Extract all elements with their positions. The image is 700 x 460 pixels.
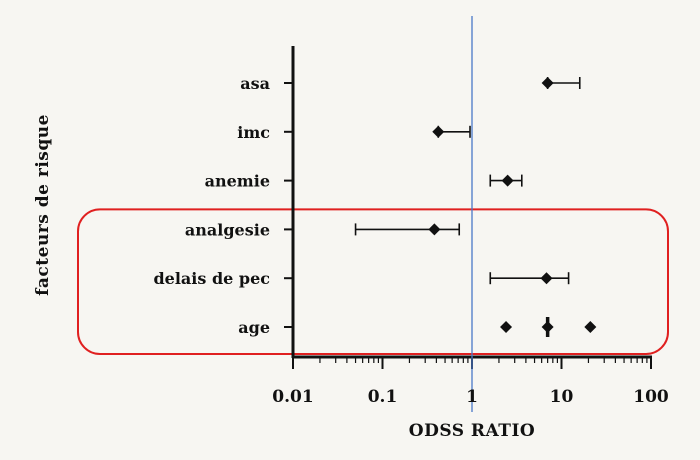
axes-group <box>284 46 652 369</box>
x-tick-label: 1 <box>466 387 478 407</box>
odds-ratio-marker <box>432 125 445 138</box>
row-anemie: anemie <box>205 172 523 191</box>
tick-labels-group: 0.01 0.1 1 10 100 <box>272 387 669 407</box>
x-tick-label: 0.1 <box>368 387 398 407</box>
row-analgesie: analgesie <box>185 220 461 239</box>
extra-point-marker <box>500 321 513 333</box>
odds-ratio-marker <box>540 272 553 285</box>
odds-ratio-marker <box>541 321 554 333</box>
rows-group: asa imc anemie analgesie delais de pec age <box>153 74 597 337</box>
odds-ratio-marker <box>541 77 554 89</box>
x-tick-label: 10 <box>550 387 574 407</box>
highlight-box <box>77 208 669 355</box>
category-label: imc <box>237 123 270 142</box>
x-axis-title: ODSS RATIO <box>409 421 535 441</box>
highlight-group <box>77 208 669 355</box>
category-label: analgesie <box>185 220 270 239</box>
y-axis-title: facteurs de risque <box>33 114 53 296</box>
row-age: age <box>238 317 597 337</box>
x-tick-label: 0.01 <box>272 387 313 407</box>
category-label: age <box>238 318 270 337</box>
category-label: anemie <box>205 172 270 191</box>
odds-ratio-marker <box>428 223 441 236</box>
row-asa: asa <box>240 74 581 93</box>
row-imc: imc <box>237 123 471 142</box>
category-label: asa <box>240 74 270 93</box>
x-tick-label: 100 <box>633 387 669 407</box>
row-delais-de-pec: delais de pec <box>153 269 570 288</box>
extra-point-marker <box>584 321 597 333</box>
category-label: delais de pec <box>153 269 270 288</box>
odds-ratio-marker <box>501 174 514 187</box>
